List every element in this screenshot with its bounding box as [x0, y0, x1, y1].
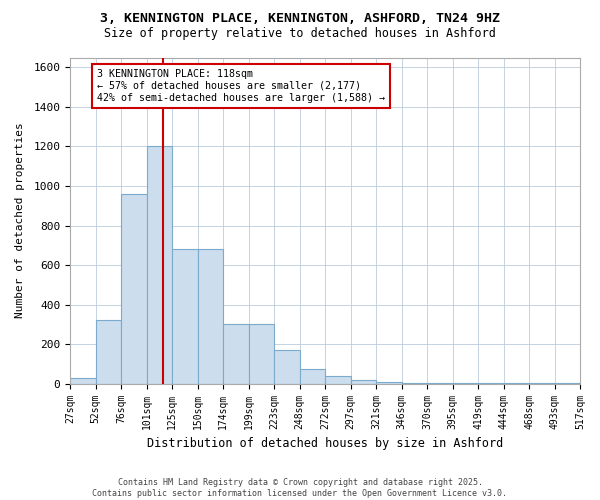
Bar — [172, 250, 197, 384]
Bar — [223, 324, 248, 384]
Bar — [299, 369, 325, 384]
Text: Contains HM Land Registry data © Crown copyright and database right 2025.
Contai: Contains HM Land Registry data © Crown c… — [92, 478, 508, 498]
Bar — [401, 382, 427, 384]
Bar — [350, 380, 376, 384]
Bar — [146, 146, 172, 384]
Bar — [325, 376, 350, 384]
X-axis label: Distribution of detached houses by size in Ashford: Distribution of detached houses by size … — [147, 437, 503, 450]
Text: Size of property relative to detached houses in Ashford: Size of property relative to detached ho… — [104, 28, 496, 40]
Bar — [197, 250, 223, 384]
Bar — [274, 350, 299, 384]
Bar — [121, 194, 146, 384]
Text: 3, KENNINGTON PLACE, KENNINGTON, ASHFORD, TN24 9HZ: 3, KENNINGTON PLACE, KENNINGTON, ASHFORD… — [100, 12, 500, 26]
Text: 3 KENNINGTON PLACE: 118sqm
← 57% of detached houses are smaller (2,177)
42% of s: 3 KENNINGTON PLACE: 118sqm ← 57% of deta… — [97, 70, 385, 102]
Bar — [376, 382, 401, 384]
Y-axis label: Number of detached properties: Number of detached properties — [15, 122, 25, 318]
Bar — [70, 378, 95, 384]
Bar — [95, 320, 121, 384]
Bar — [248, 324, 274, 384]
Bar — [427, 382, 452, 384]
